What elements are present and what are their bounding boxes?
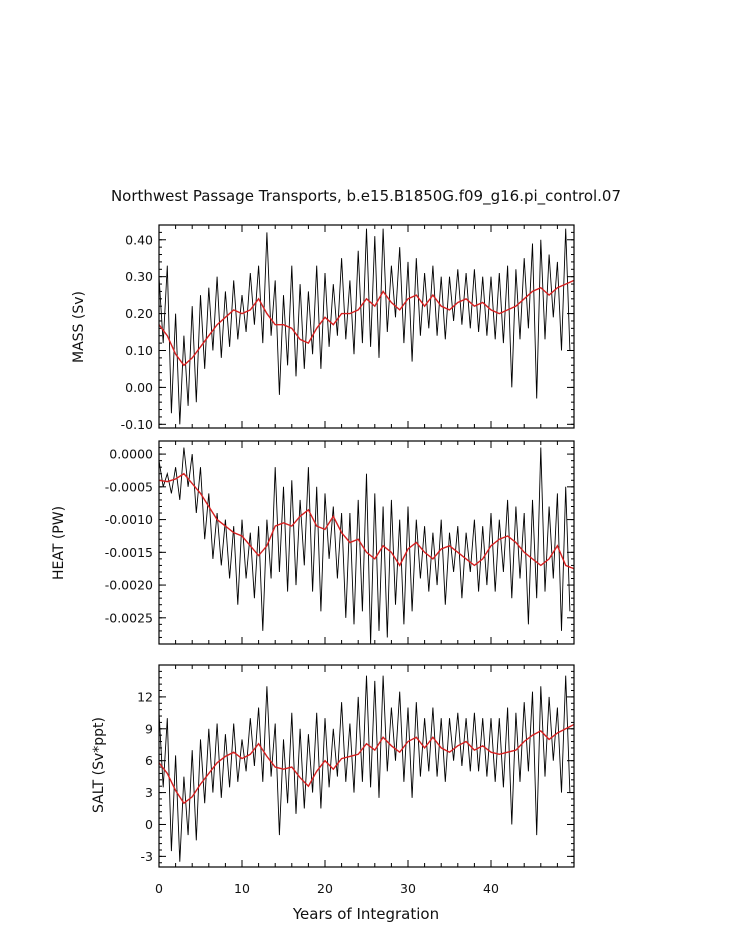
salt-y-tick-label: 0: [145, 817, 153, 832]
mass-y-tick-label: 0.10: [125, 343, 153, 358]
salt-y-tick-label: 12: [137, 689, 153, 704]
salt-smoothed-series: [159, 723, 574, 805]
salt-frame: [158, 664, 575, 868]
x-tick-label: 20: [317, 881, 333, 896]
heat-y-tick-label: 0.0000: [109, 447, 153, 462]
mass-panel: MASS (Sv) 0.40 0.30 0.20 0.10 0.00 -0.10: [71, 224, 575, 432]
salt-raw-series: [159, 675, 571, 862]
salt-y-tick-label: -3: [141, 849, 153, 864]
mass-y-axis-label: MASS (Sv): [71, 291, 87, 363]
heat-y-tick-label: -0.0025: [105, 610, 153, 625]
salt-panel: SALT (Sv*ppt) 12 9 6 3 0 -3: [91, 664, 575, 868]
x-tick-label: 0: [155, 881, 163, 896]
heat-frame: [158, 440, 575, 645]
heat-y-tick-label: -0.0010: [105, 512, 153, 527]
salt-y-tick-label: 6: [145, 753, 153, 768]
heat-smoothed-series: [159, 472, 574, 570]
heat-y-tick-label: -0.0020: [105, 578, 153, 593]
chart-title: Northwest Passage Transports, b.e15.B185…: [111, 187, 621, 206]
heat-y-axis-label: HEAT (PW): [51, 506, 67, 580]
heat-y-tick-label: -0.0015: [105, 545, 153, 560]
mass-y-tick-label: 0.00: [125, 380, 153, 395]
mass-raw-series: [159, 228, 571, 425]
heat-y-tick-label: -0.0005: [105, 479, 153, 494]
mass-y-tick-label: 0.20: [125, 306, 153, 321]
mass-smoothed-series: [159, 279, 574, 367]
x-tick-label: 10: [234, 881, 250, 896]
mass-y-tick-label: -0.10: [121, 417, 153, 432]
salt-y-tick-label: 3: [145, 785, 153, 800]
heat-raw-series: [159, 447, 571, 644]
heat-panel: HEAT (PW) 0.0000 -0.0005 -0.0010 -0.0015 -0.…: [51, 440, 575, 645]
salt-y-tick-label: 9: [145, 721, 153, 736]
mass-frame: [158, 224, 575, 429]
mass-y-tick-label: 0.40: [125, 232, 153, 247]
x-axis-label: Years of Integration: [292, 905, 439, 923]
mass-y-tick-label: 0.30: [125, 269, 153, 284]
x-tick-label: 40: [483, 881, 499, 896]
x-tick-label: 30: [400, 881, 416, 896]
salt-y-axis-label: SALT (Sv*ppt): [91, 717, 107, 813]
x-axis: 0 10 20 30 40: [155, 881, 499, 896]
